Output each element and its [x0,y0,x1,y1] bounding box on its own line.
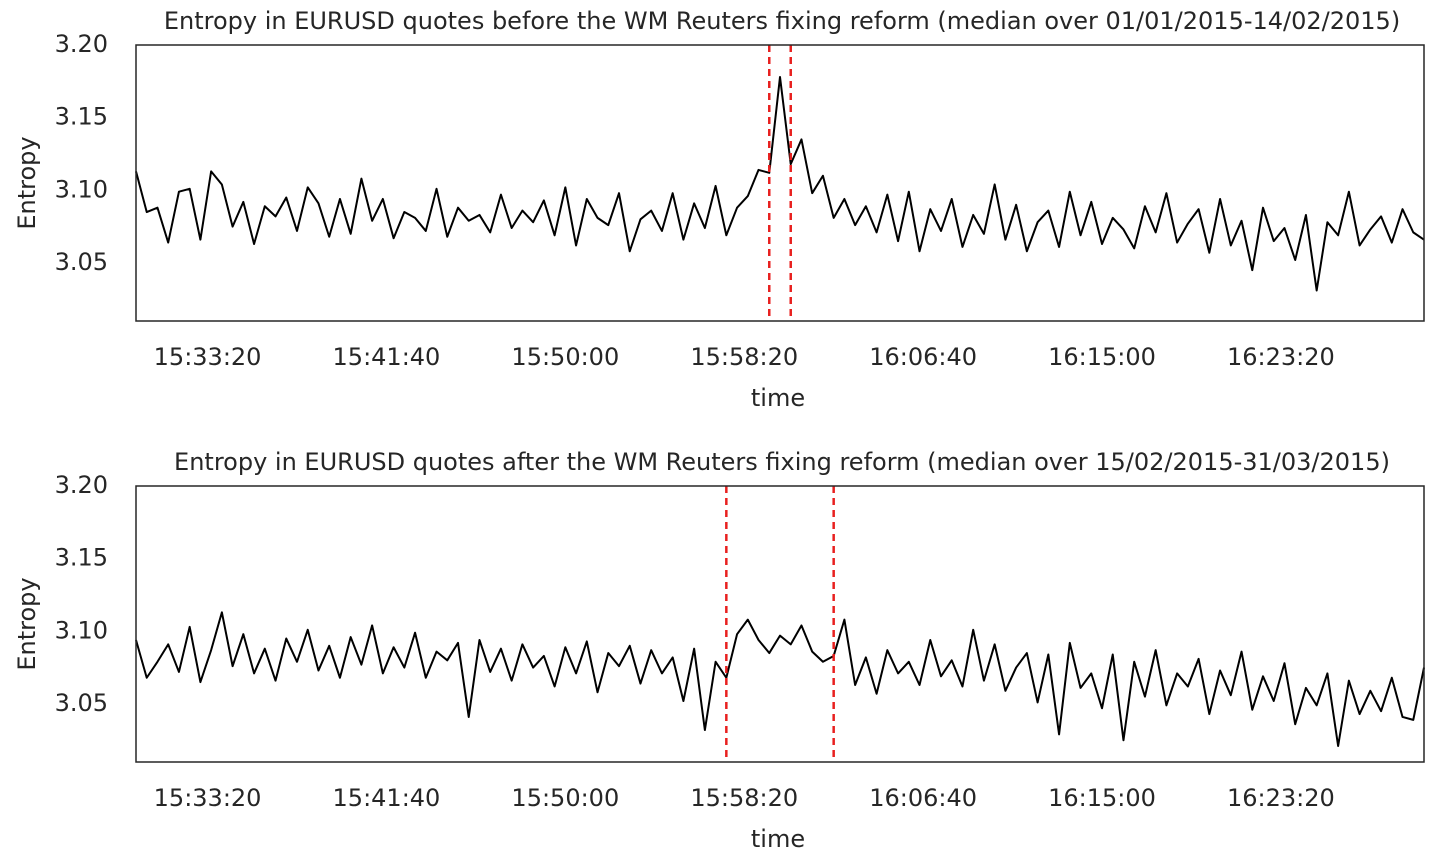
x-tick-label: 16:23:20 [1227,343,1335,371]
plot-frame [135,44,1425,322]
x-tick-label: 15:33:20 [154,784,262,812]
x-tick-label: 15:50:00 [511,343,619,371]
plot-frame [135,485,1425,763]
x-tick-label: 16:15:00 [1048,784,1156,812]
y-tick-label: 3.15 [55,103,108,131]
x-tick-label: 15:41:40 [333,784,441,812]
chart-title: Entropy in EURUSD quotes before the WM R… [164,7,1400,35]
x-tick-label: 16:15:00 [1048,343,1156,371]
x-axis-label: time [751,825,805,853]
x-axis-label: time [751,384,805,412]
y-tick-label: 3.20 [55,471,108,499]
x-tick-label: 15:58:20 [690,784,798,812]
y-tick-label: 3.15 [55,544,108,572]
x-tick-label: 15:33:20 [154,343,262,371]
chart-title: Entropy in EURUSD quotes after the WM Re… [174,448,1390,476]
x-tick-label: 15:41:40 [333,343,441,371]
y-tick-label: 3.05 [55,248,108,276]
y-tick-label: 3.05 [55,689,108,717]
x-tick-label: 15:50:00 [511,784,619,812]
x-tick-label: 16:06:40 [869,784,977,812]
y-axis-label: Entropy [13,136,41,229]
x-tick-label: 15:58:20 [690,343,798,371]
data-line [135,75,1425,292]
y-tick-label: 3.10 [55,175,108,203]
data-line [135,611,1425,748]
x-tick-label: 16:23:20 [1227,784,1335,812]
y-tick-label: 3.10 [55,616,108,644]
x-tick-label: 16:06:40 [869,343,977,371]
y-axis-label: Entropy [13,577,41,670]
y-tick-label: 3.20 [55,30,108,58]
